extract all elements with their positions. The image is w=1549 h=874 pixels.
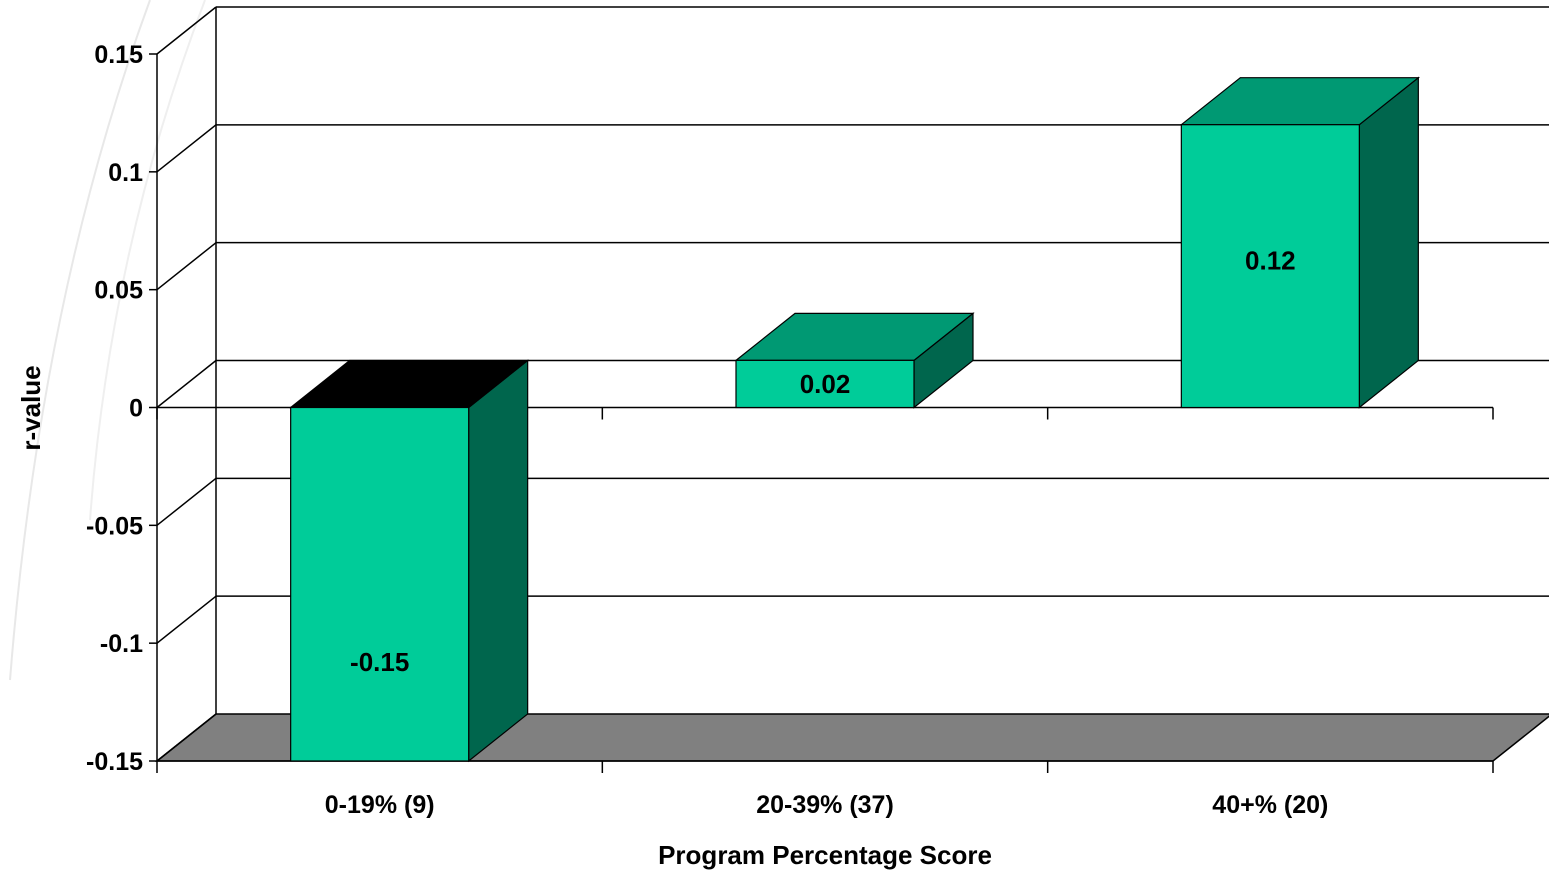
y-tick-label: -0.05 (86, 512, 143, 540)
x-axis-title: Program Percentage Score (658, 840, 992, 870)
data-label: -0.15 (350, 647, 409, 677)
bar-front (735, 359, 915, 409)
bar-side (1358, 76, 1419, 409)
data-labels: -0.15 0.02 0.12 (350, 245, 1296, 677)
side-gridline (156, 477, 217, 526)
y-tick-label: 0 (129, 395, 143, 423)
y-tick-label: 0.15 (94, 41, 143, 69)
side-gridline (156, 713, 217, 762)
bar-side (468, 359, 529, 763)
category-label: 0-19% (9) (325, 791, 435, 819)
side-gridline (156, 124, 217, 173)
y-axis: 0.15 0.1 0.05 0 -0.05 -0.1 -0.15 (86, 41, 158, 776)
data-label: 0.02 (800, 369, 851, 399)
side-gridline (156, 359, 217, 409)
side-gridline (156, 6, 217, 55)
y-tick-label: -0.1 (100, 630, 143, 658)
bar (1179, 76, 1421, 409)
y-tick-label: -0.15 (86, 748, 143, 776)
y-tick-label: 0.1 (108, 159, 143, 187)
bars (288, 76, 1421, 763)
category-label: 20-39% (37) (756, 791, 894, 819)
bar (734, 312, 975, 409)
data-label: 0.12 (1245, 245, 1296, 275)
side-gridline (156, 595, 217, 644)
background-arcs (9, 0, 206, 681)
bar-front (1180, 124, 1360, 409)
bar-front (290, 406, 470, 762)
side-gridline (156, 242, 217, 291)
y-axis-title: r-value (16, 365, 46, 450)
category-label: 40+% (20) (1212, 791, 1328, 819)
bar (288, 359, 530, 763)
y-tick-label: 0.05 (94, 277, 143, 305)
